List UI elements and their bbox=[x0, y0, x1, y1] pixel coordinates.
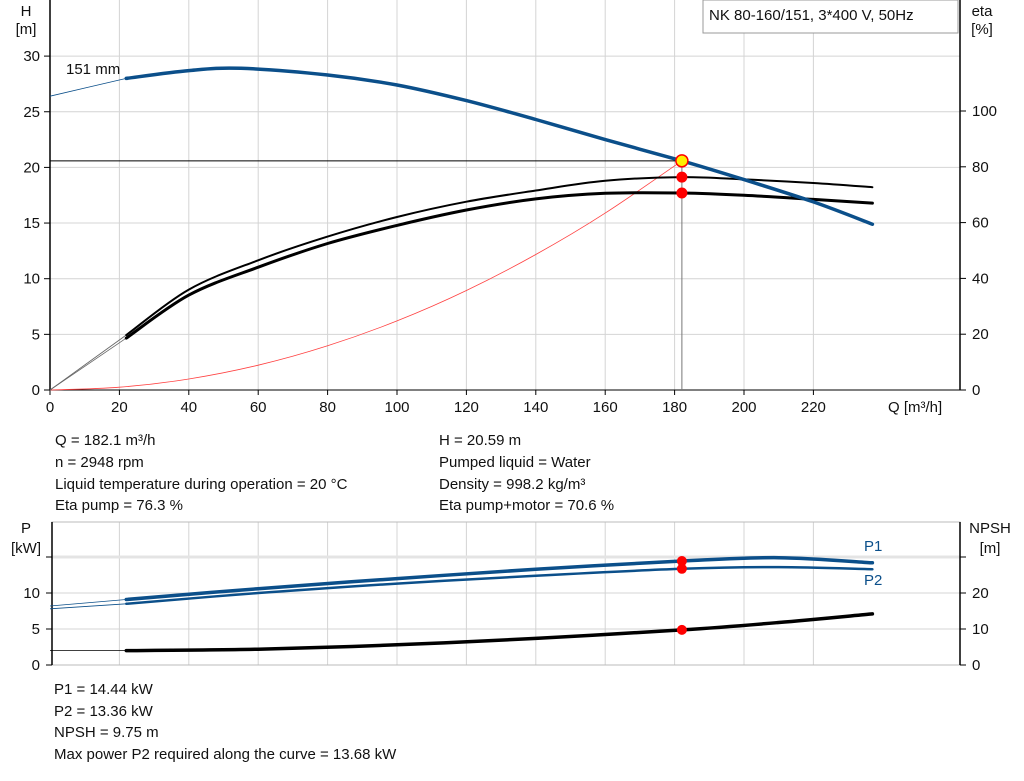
eta-tick-label: 100 bbox=[972, 103, 997, 120]
info-density: Density = 998.2 kg/m³ bbox=[439, 476, 585, 493]
p-tick-label: 10 bbox=[23, 585, 40, 602]
P2-curve bbox=[125, 565, 874, 606]
eta_pump_motor-curve bbox=[124, 191, 874, 340]
info-q: Q = 182.1 m³/h bbox=[55, 432, 155, 449]
p-tick-label: 5 bbox=[32, 621, 40, 638]
duty-point bbox=[675, 154, 689, 168]
power-info: P1 = 14.44 kW P2 = 13.36 kW NPSH = 9.75 … bbox=[54, 681, 397, 763]
P2-curve-extrapolated bbox=[49, 603, 127, 610]
q-tick-label: 160 bbox=[593, 399, 618, 416]
info-eta-pump-motor: Eta pump+motor = 70.6 % bbox=[439, 497, 614, 514]
p1-series-label: P1 bbox=[864, 538, 882, 555]
h-tick-label: 0 bbox=[32, 382, 40, 399]
q-tick-label: 200 bbox=[731, 399, 756, 416]
q-tick-label: 0 bbox=[46, 399, 54, 416]
main-chart-curves bbox=[49, 66, 875, 391]
main-chart-grid bbox=[50, 0, 960, 391]
P1-curve-extrapolated bbox=[49, 599, 127, 607]
pump-title: NK 80-160/151, 3*400 V, 50Hz bbox=[709, 7, 914, 24]
npsh-op-point bbox=[676, 624, 687, 635]
q-tick-label: 100 bbox=[384, 399, 409, 416]
h-tick-label: 10 bbox=[23, 271, 40, 288]
eta-tick-label: 40 bbox=[972, 270, 989, 287]
info-p1: P1 = 14.44 kW bbox=[54, 681, 154, 698]
eta-tick-label: 80 bbox=[972, 159, 989, 176]
q-tick-label: 20 bbox=[111, 399, 128, 416]
info-p2: P2 = 13.36 kW bbox=[54, 703, 154, 720]
info-max-p2: Max power P2 required along the curve = … bbox=[54, 746, 397, 763]
q-tick-label: 40 bbox=[180, 399, 197, 416]
q-tick-label: 120 bbox=[454, 399, 479, 416]
q-tick-label: 180 bbox=[662, 399, 687, 416]
h-axis-label: H bbox=[21, 3, 32, 20]
eta-pump-op-point bbox=[676, 171, 688, 183]
p2-series-label: P2 bbox=[864, 572, 882, 589]
head-curve-extrapolated bbox=[49, 78, 127, 97]
h-tick-label: 15 bbox=[23, 215, 40, 232]
q-tick-label: 220 bbox=[801, 399, 826, 416]
h-tick-label: 5 bbox=[32, 326, 40, 343]
duty-info: Q = 182.1 m³/h n = 2948 rpm Liquid tempe… bbox=[55, 432, 614, 514]
npsh-tick-label: 10 bbox=[972, 621, 989, 638]
p-axis-label: P bbox=[21, 520, 31, 537]
npsh-tick-label: 0 bbox=[972, 657, 980, 674]
info-speed: n = 2948 rpm bbox=[55, 454, 144, 471]
eta_pump-curve bbox=[125, 176, 874, 336]
h-tick-label: 30 bbox=[23, 48, 40, 65]
eta-tick-label: 20 bbox=[972, 326, 989, 343]
eta-pump-motor-op-point bbox=[676, 187, 688, 199]
NPSH-curve bbox=[124, 612, 875, 653]
p1-op-point bbox=[676, 556, 687, 567]
P1-curve bbox=[124, 555, 875, 602]
npsh-axis-label: NPSH bbox=[969, 520, 1011, 537]
eta-tick-label: 60 bbox=[972, 215, 989, 232]
q-tick-label: 80 bbox=[319, 399, 336, 416]
p2-op-point bbox=[676, 563, 687, 574]
impeller-label: 151 mm bbox=[66, 61, 120, 78]
q-tick-label: 140 bbox=[523, 399, 548, 416]
eta-axis-label: eta bbox=[972, 3, 994, 20]
system-curve bbox=[49, 160, 683, 391]
npsh-axis-unit: [m] bbox=[980, 540, 1001, 557]
info-npsh: NPSH = 9.75 m bbox=[54, 724, 159, 741]
power-chart-ticks: 0 5 10 0 10 20 bbox=[23, 556, 989, 674]
eta-tick-label: 0 bbox=[972, 382, 980, 399]
p-tick-label: 0 bbox=[32, 657, 40, 674]
h-axis-unit: [m] bbox=[16, 21, 37, 38]
power-chart-curves bbox=[49, 555, 875, 653]
npsh-tick-label: 20 bbox=[972, 585, 989, 602]
title-box-frame bbox=[702, 0, 959, 34]
head-curve bbox=[124, 66, 875, 226]
info-h: H = 20.59 m bbox=[439, 432, 521, 449]
title-box: NK 80-160/151, 3*400 V, 50Hz bbox=[702, 0, 959, 34]
info-eta-pump: Eta pump = 76.3 % bbox=[55, 497, 183, 514]
info-temperature: Liquid temperature during operation = 20… bbox=[55, 476, 348, 493]
eta-axis-unit: [%] bbox=[971, 21, 993, 38]
eta_pump_motor-curve-extrapolated bbox=[49, 337, 127, 391]
h-tick-label: 20 bbox=[23, 159, 40, 176]
p-axis-unit: [kW] bbox=[11, 540, 41, 557]
q-axis-label: Q [m³/h] bbox=[888, 399, 942, 416]
h-tick-label: 25 bbox=[23, 104, 40, 121]
q-tick-label: 60 bbox=[250, 399, 267, 416]
main-chart-ticks: 0 20 40 60 80 100 120 140 160 180 200 2200510152025… bbox=[23, 48, 997, 416]
info-liquid: Pumped liquid = Water bbox=[439, 454, 591, 471]
